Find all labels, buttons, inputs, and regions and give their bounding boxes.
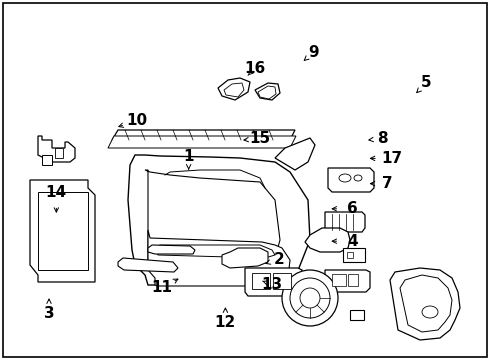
Bar [350,310,364,320]
Polygon shape [145,170,280,270]
Text: 6: 6 [347,201,358,216]
Bar [55,148,63,158]
Bar [273,273,291,289]
Polygon shape [245,268,302,296]
Polygon shape [155,245,275,258]
Circle shape [300,288,320,308]
Bar [347,252,353,258]
Circle shape [290,278,330,318]
Text: 13: 13 [261,277,283,292]
Ellipse shape [354,175,362,181]
Polygon shape [118,258,178,272]
Text: 10: 10 [126,113,148,128]
Polygon shape [148,245,195,254]
Text: 15: 15 [249,131,270,146]
Text: 7: 7 [382,176,392,191]
Polygon shape [128,155,310,285]
Bar [348,274,358,286]
Polygon shape [38,136,75,162]
Polygon shape [30,180,95,282]
Polygon shape [224,83,244,97]
Polygon shape [218,78,250,100]
Text: 4: 4 [347,234,358,249]
Polygon shape [258,86,276,99]
Text: 1: 1 [183,149,194,164]
Polygon shape [325,270,370,292]
Polygon shape [390,268,460,340]
Text: 12: 12 [215,315,236,330]
Text: 14: 14 [46,185,67,200]
Text: 3: 3 [44,306,54,321]
Ellipse shape [339,174,351,182]
Text: 5: 5 [421,75,432,90]
Text: 2: 2 [274,252,285,267]
Text: 16: 16 [244,61,266,76]
Text: 11: 11 [151,280,172,296]
Circle shape [282,270,338,326]
Polygon shape [38,192,88,270]
Polygon shape [148,230,290,286]
Polygon shape [328,168,374,192]
Bar [332,274,346,286]
Bar [343,248,365,262]
Text: 9: 9 [308,45,319,60]
Polygon shape [108,136,296,148]
Bar [252,273,270,289]
Polygon shape [112,130,295,140]
Ellipse shape [422,306,438,318]
Text: 17: 17 [381,151,403,166]
Polygon shape [255,83,280,100]
Polygon shape [400,275,452,332]
Polygon shape [222,248,268,268]
Text: 8: 8 [377,131,388,146]
Polygon shape [325,212,365,232]
Polygon shape [305,228,350,252]
Polygon shape [42,155,52,165]
Polygon shape [275,138,315,170]
